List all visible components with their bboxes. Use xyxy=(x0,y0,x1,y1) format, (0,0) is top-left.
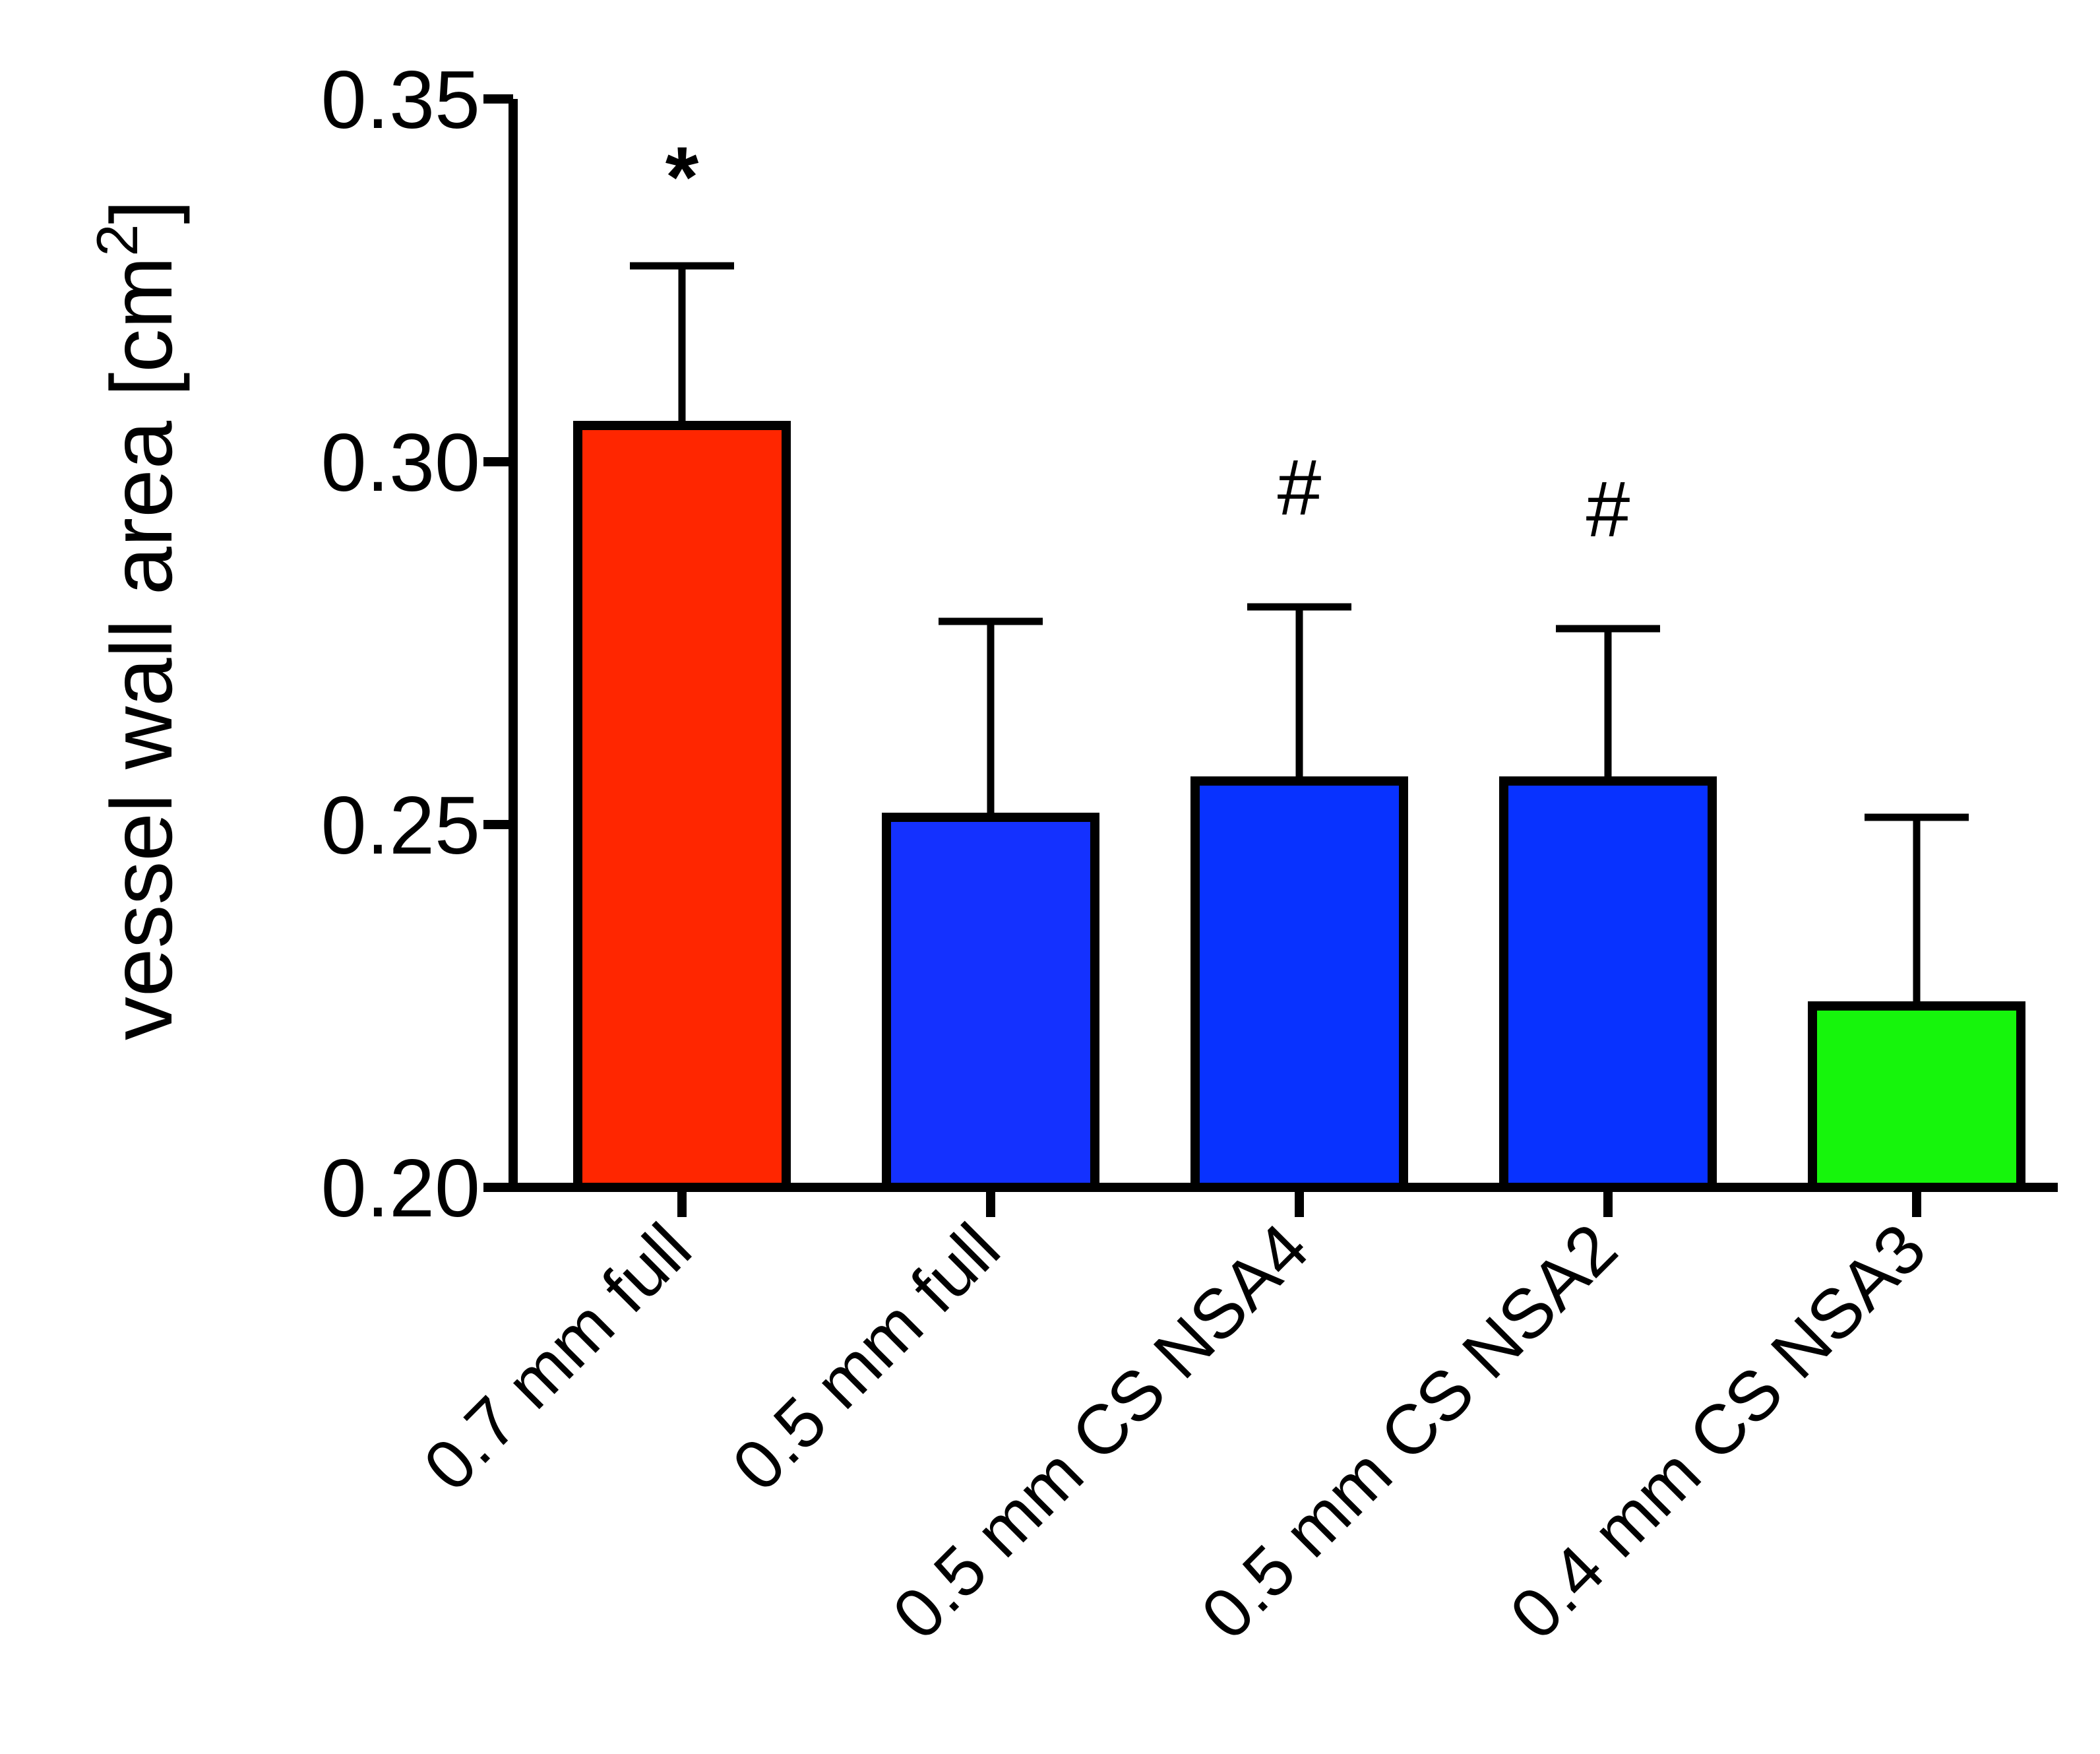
y-tick-label: 0.20 xyxy=(321,1143,480,1234)
y-tick-label: 0.30 xyxy=(321,418,480,509)
significance-marker: # xyxy=(1278,443,1322,532)
significance-marker: # xyxy=(1586,465,1630,553)
x-tick-label: 0.7 mm full xyxy=(409,1209,706,1506)
bar xyxy=(1808,1001,2025,1192)
y-axis-label-text: vessel wall area [cm xyxy=(93,257,190,1040)
y-axis-label-suffix: ] xyxy=(93,200,190,224)
y-tick-label: 0.25 xyxy=(321,780,480,871)
bar xyxy=(573,421,791,1192)
y-axis-label: vessel wall area [cm2] xyxy=(84,200,190,1040)
significance-marker: * xyxy=(665,129,699,225)
plot-area: *0.7 mm full 0.5 mm full#0.5 mm CS NSA4#0… xyxy=(321,55,2058,1654)
x-tick-label: 0.5 mm full xyxy=(718,1209,1014,1506)
svg-text:vessel wall area [cm2]: vessel wall area [cm2] xyxy=(84,200,190,1040)
y-axis-label-superscript: 2 xyxy=(84,224,150,257)
y-tick-label: 0.35 xyxy=(321,55,480,146)
bar xyxy=(1499,776,1717,1192)
bar xyxy=(882,813,1099,1192)
bar xyxy=(1190,776,1408,1192)
